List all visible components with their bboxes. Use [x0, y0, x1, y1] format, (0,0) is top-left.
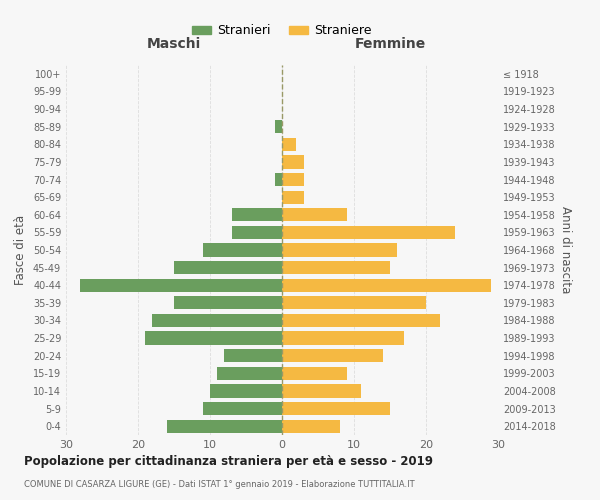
Bar [275, 173, 282, 186]
Bar [152, 314, 282, 327]
Bar [167, 420, 282, 433]
Bar [282, 402, 390, 415]
Bar [282, 332, 404, 344]
Bar [210, 384, 282, 398]
Bar [282, 226, 455, 239]
Bar [282, 349, 383, 362]
Bar [282, 261, 390, 274]
Bar [80, 278, 282, 292]
Bar [282, 190, 304, 204]
Bar [232, 226, 282, 239]
Legend: Stranieri, Straniere: Stranieri, Straniere [187, 20, 377, 42]
Bar [282, 420, 340, 433]
Bar [282, 384, 361, 398]
Bar [275, 120, 282, 134]
Text: Femmine: Femmine [355, 37, 425, 51]
Text: COMUNE DI CASARZA LIGURE (GE) - Dati ISTAT 1° gennaio 2019 - Elaborazione TUTTIT: COMUNE DI CASARZA LIGURE (GE) - Dati IST… [24, 480, 415, 489]
Text: Maschi: Maschi [147, 37, 201, 51]
Y-axis label: Fasce di età: Fasce di età [14, 215, 27, 285]
Bar [282, 208, 347, 222]
Y-axis label: Anni di nascita: Anni di nascita [559, 206, 572, 294]
Bar [282, 138, 296, 151]
Bar [203, 244, 282, 256]
Text: Popolazione per cittadinanza straniera per età e sesso - 2019: Popolazione per cittadinanza straniera p… [24, 455, 433, 468]
Bar [282, 296, 426, 310]
Bar [224, 349, 282, 362]
Bar [282, 366, 347, 380]
Bar [232, 208, 282, 222]
Bar [145, 332, 282, 344]
Bar [282, 173, 304, 186]
Bar [282, 244, 397, 256]
Bar [217, 366, 282, 380]
Bar [174, 296, 282, 310]
Bar [282, 278, 491, 292]
Bar [174, 261, 282, 274]
Bar [203, 402, 282, 415]
Bar [282, 314, 440, 327]
Bar [282, 156, 304, 168]
